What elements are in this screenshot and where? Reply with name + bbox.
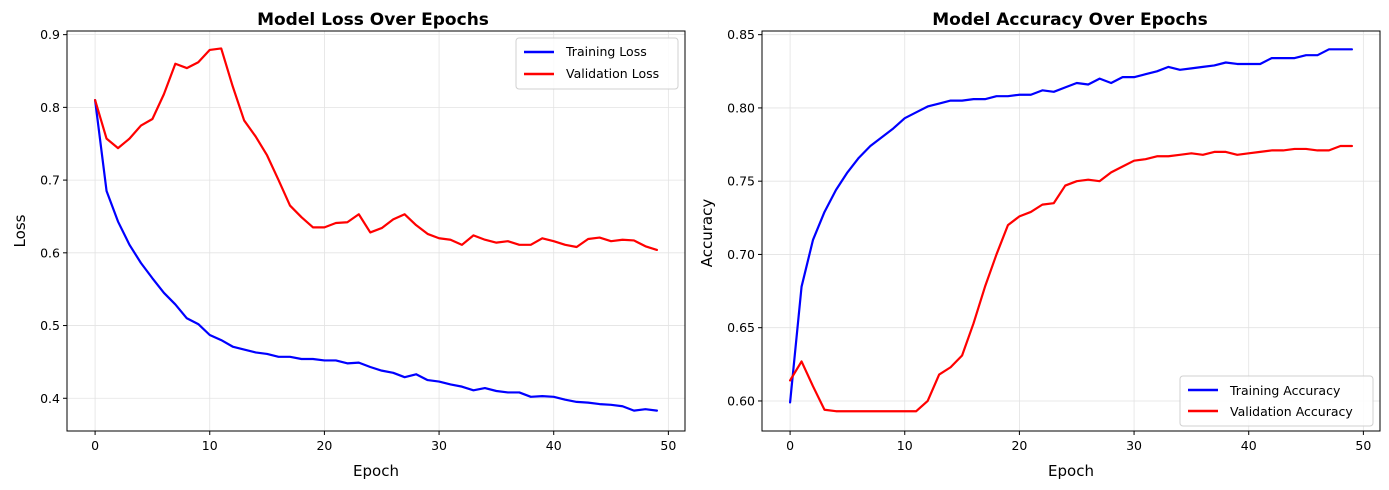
accuracy-grid (762, 31, 1380, 431)
series-line-training-accuracy (788, 48, 1354, 404)
accuracy-legend-box (1179, 375, 1374, 427)
loss-y-axis-label: Loss (11, 214, 29, 247)
loss-grid (67, 31, 685, 431)
loss-ticks: 0 10 20 30 40 50 0.4 0.5 0.6 0.7 0.8 0.9 (40, 27, 676, 453)
loss-x-tick-label: 10 (202, 438, 218, 453)
loss-x-tick-label: 40 (546, 438, 562, 453)
loss-y-tick-label: 0.8 (40, 100, 60, 115)
loss-x-tick-label: 50 (660, 438, 676, 453)
loss-x-tick-label: 0 (91, 438, 99, 453)
accuracy-x-axis-label: Epoch (1048, 462, 1094, 480)
accuracy-x-tick-label: 50 (1355, 438, 1371, 453)
loss-y-tick-label: 0.7 (40, 173, 60, 188)
accuracy-x-tick-label: 0 (786, 438, 794, 453)
accuracy-chart-title: Model Accuracy Over Epochs (932, 10, 1208, 30)
legend-label-validation-loss: Validation Loss (566, 66, 659, 81)
accuracy-x-tick-label: 20 (1011, 438, 1027, 453)
accuracy-y-tick-label: 0.70 (727, 247, 755, 262)
series-line-validation-loss (93, 47, 659, 252)
accuracy-series (788, 48, 1354, 413)
accuracy-chart-panel: Model Accuracy Over Epochs 0 10 20 30 40 50 0.… (698, 10, 1381, 480)
legend-label-training-loss: Training Loss (565, 44, 647, 59)
accuracy-y-tick-label: 0.75 (727, 174, 755, 189)
accuracy-ticks: 0 10 20 30 40 50 0.60 0.65 0.70 0.75 0.80 0.85 (727, 27, 1371, 453)
accuracy-axes-frame (761, 30, 1381, 432)
loss-x-tick-label: 30 (431, 438, 447, 453)
loss-y-tick-label: 0.4 (40, 391, 60, 406)
loss-series (93, 47, 659, 412)
accuracy-y-tick-label: 0.85 (727, 27, 755, 42)
legend-label-validation-accuracy: Validation Accuracy (1230, 404, 1353, 419)
loss-chart-title: Model Loss Over Epochs (257, 10, 489, 30)
accuracy-legend: Training Accuracy Validation Accuracy (1179, 375, 1374, 427)
loss-x-tick-label: 20 (316, 438, 332, 453)
accuracy-y-tick-label: 0.60 (727, 393, 755, 408)
series-line-training-loss (93, 98, 659, 412)
series-line-validation-accuracy (788, 144, 1354, 413)
accuracy-x-tick-label: 40 (1241, 438, 1257, 453)
accuracy-x-tick-label: 10 (897, 438, 913, 453)
accuracy-y-axis-label: Accuracy (698, 199, 716, 268)
loss-y-tick-label: 0.9 (40, 27, 60, 42)
accuracy-y-tick-label: 0.80 (727, 100, 755, 115)
accuracy-x-tick-label: 30 (1126, 438, 1142, 453)
loss-y-tick-label: 0.6 (40, 245, 60, 260)
loss-x-axis-label: Epoch (353, 462, 399, 480)
loss-chart-panel: Model Loss Over Epochs 0 10 20 30 40 50 0.4 0.5… (11, 10, 686, 480)
loss-legend: Training Loss Validation Loss (515, 37, 679, 90)
loss-legend-box (515, 37, 679, 90)
legend-label-training-accuracy: Training Accuracy (1229, 383, 1341, 398)
accuracy-y-tick-label: 0.65 (727, 320, 755, 335)
loss-y-tick-label: 0.5 (40, 318, 60, 333)
loss-axes-frame (66, 30, 686, 432)
